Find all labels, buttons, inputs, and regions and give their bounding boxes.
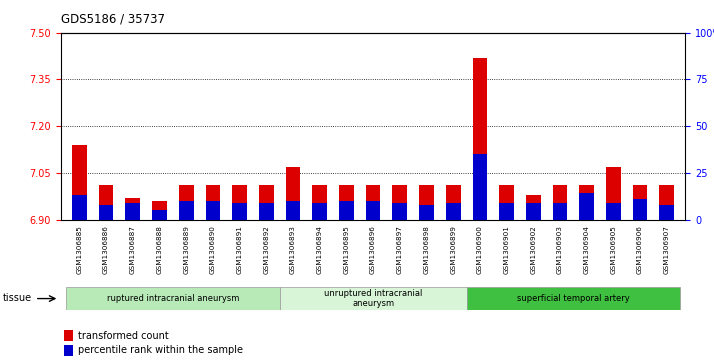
Text: GSM1306894: GSM1306894 bbox=[317, 225, 323, 274]
Text: ruptured intracranial aneurysm: ruptured intracranial aneurysm bbox=[106, 294, 239, 303]
Text: GSM1306891: GSM1306891 bbox=[236, 225, 243, 274]
Text: GSM1306903: GSM1306903 bbox=[557, 225, 563, 274]
Bar bbox=[339, 201, 353, 220]
Bar bbox=[446, 203, 461, 220]
Text: GSM1306900: GSM1306900 bbox=[477, 225, 483, 274]
Text: GSM1306904: GSM1306904 bbox=[583, 225, 590, 274]
Bar bbox=[393, 203, 407, 220]
Bar bbox=[553, 185, 568, 220]
Bar bbox=[606, 167, 620, 220]
Bar bbox=[660, 205, 674, 220]
Text: GSM1306898: GSM1306898 bbox=[423, 225, 429, 274]
Bar bbox=[579, 193, 594, 220]
Bar bbox=[339, 185, 353, 220]
Bar bbox=[633, 185, 648, 220]
Bar bbox=[286, 201, 301, 220]
Text: GSM1306887: GSM1306887 bbox=[130, 225, 136, 274]
Bar bbox=[64, 330, 74, 341]
Bar bbox=[473, 154, 487, 220]
Text: GSM1306893: GSM1306893 bbox=[290, 225, 296, 274]
Bar bbox=[259, 203, 273, 220]
Text: GSM1306890: GSM1306890 bbox=[210, 225, 216, 274]
Bar bbox=[232, 203, 247, 220]
Text: GSM1306899: GSM1306899 bbox=[450, 225, 456, 274]
Bar bbox=[72, 195, 86, 220]
Bar bbox=[633, 199, 648, 220]
Text: GSM1306902: GSM1306902 bbox=[531, 225, 536, 274]
Bar bbox=[419, 185, 434, 220]
Bar bbox=[473, 58, 487, 220]
Bar bbox=[206, 185, 220, 220]
Text: transformed count: transformed count bbox=[78, 331, 169, 340]
Bar bbox=[553, 203, 568, 220]
FancyBboxPatch shape bbox=[280, 287, 466, 310]
Bar bbox=[579, 185, 594, 220]
Text: GSM1306905: GSM1306905 bbox=[610, 225, 616, 274]
Bar bbox=[499, 203, 514, 220]
Bar bbox=[126, 198, 140, 220]
Bar bbox=[393, 185, 407, 220]
Bar bbox=[606, 203, 620, 220]
Text: GSM1306897: GSM1306897 bbox=[397, 225, 403, 274]
Text: GSM1306901: GSM1306901 bbox=[503, 225, 510, 274]
Bar bbox=[286, 167, 301, 220]
Bar bbox=[232, 185, 247, 220]
Text: tissue: tissue bbox=[3, 293, 32, 303]
Bar bbox=[152, 201, 167, 220]
Bar bbox=[72, 145, 86, 220]
Bar bbox=[178, 185, 193, 220]
Text: GSM1306892: GSM1306892 bbox=[263, 225, 269, 274]
Bar bbox=[312, 203, 327, 220]
Bar bbox=[259, 185, 273, 220]
Text: GDS5186 / 35737: GDS5186 / 35737 bbox=[61, 13, 165, 26]
Text: GSM1306885: GSM1306885 bbox=[76, 225, 82, 274]
Bar bbox=[64, 345, 74, 356]
FancyBboxPatch shape bbox=[466, 287, 680, 310]
Text: GSM1306895: GSM1306895 bbox=[343, 225, 349, 274]
Bar bbox=[206, 201, 220, 220]
FancyBboxPatch shape bbox=[66, 287, 280, 310]
Text: GSM1306907: GSM1306907 bbox=[664, 225, 670, 274]
Bar bbox=[312, 185, 327, 220]
Bar bbox=[152, 210, 167, 220]
Bar bbox=[499, 185, 514, 220]
Bar bbox=[446, 185, 461, 220]
Bar bbox=[526, 195, 540, 220]
Text: GSM1306896: GSM1306896 bbox=[370, 225, 376, 274]
Text: percentile rank within the sample: percentile rank within the sample bbox=[78, 345, 243, 355]
Bar bbox=[178, 201, 193, 220]
Bar bbox=[99, 205, 114, 220]
Bar bbox=[660, 185, 674, 220]
Bar bbox=[99, 185, 114, 220]
Text: superficial temporal artery: superficial temporal artery bbox=[517, 294, 630, 303]
Text: GSM1306889: GSM1306889 bbox=[183, 225, 189, 274]
Bar bbox=[366, 185, 381, 220]
Bar bbox=[419, 205, 434, 220]
Bar bbox=[366, 201, 381, 220]
Bar bbox=[526, 203, 540, 220]
Text: unruptured intracranial
aneurysm: unruptured intracranial aneurysm bbox=[324, 289, 422, 308]
Text: GSM1306886: GSM1306886 bbox=[103, 225, 109, 274]
Bar bbox=[126, 203, 140, 220]
Text: GSM1306906: GSM1306906 bbox=[637, 225, 643, 274]
Text: GSM1306888: GSM1306888 bbox=[156, 225, 163, 274]
